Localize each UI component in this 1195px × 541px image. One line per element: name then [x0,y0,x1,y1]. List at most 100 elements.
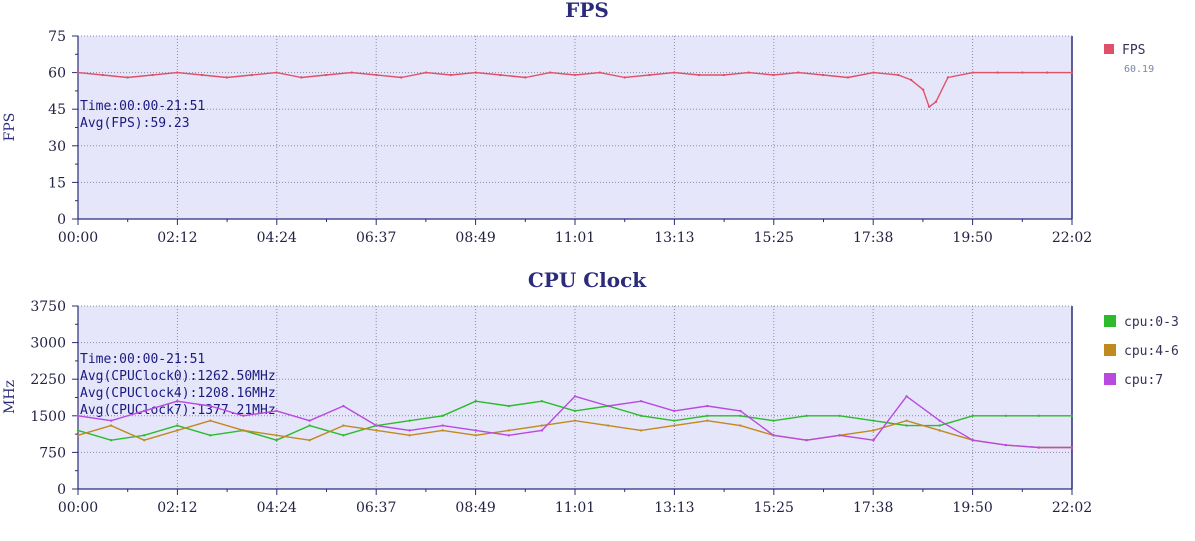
fps-average-annotation: Avg(FPS):59.23 [80,116,190,131]
data-point [308,424,311,427]
x-tick-label: 13:13 [654,230,694,246]
data-point [507,404,511,408]
data-point [507,429,511,432]
data-point [524,76,527,79]
data-point [176,71,179,74]
y-tick-label: 2250 [30,372,66,388]
cpu-time-annotation: Time:00:00-21:51 [80,352,205,367]
data-point [474,429,477,432]
cpu4-6-legend-swatch[interactable] [1104,344,1116,356]
data-point [938,424,941,427]
data-point [209,434,212,437]
cpu4-6-legend-label[interactable]: cpu:4-6 [1124,344,1179,359]
data-point [927,105,931,108]
data-point [441,424,444,427]
data-point [350,71,353,74]
x-tick-label: 22:02 [1052,500,1092,516]
data-point [408,419,411,422]
data-point [996,71,999,74]
data-point [375,73,378,77]
data-point [548,71,552,74]
y-tick-label: 3000 [30,336,66,352]
data-point [739,409,742,413]
x-tick-label: 04:24 [257,500,297,516]
data-point [408,434,411,437]
data-point [342,434,345,437]
data-point [639,414,643,417]
data-point [805,439,808,442]
y-tick-label: 0 [57,482,66,498]
data-point [242,429,245,432]
y-tick-label: 75 [48,29,66,45]
cpu0-3-legend-label[interactable]: cpu:0-3 [1124,315,1179,330]
y-tick-label: 1500 [30,409,66,425]
data-point [176,424,179,427]
y-tick-label: 30 [48,139,66,155]
data-point [639,399,643,403]
data-point [846,76,850,79]
x-tick-label: 15:25 [754,230,794,246]
data-point [772,419,775,422]
cpu-clock-chart: 0 750 1500 2250 3000 3750 00:00 02:12 04:24 06:37… [2,268,1179,516]
fps-chart: 0 15 30 45 60 75 00:00 02:12 04:24 06:37 08:49 11:0… [2,0,1154,246]
x-tick-label: 04:24 [257,230,297,246]
data-point [573,409,577,413]
cpu0-3-legend-swatch[interactable] [1104,315,1116,327]
data-point [697,73,701,77]
data-point [1045,71,1049,74]
data-point [821,73,825,77]
cpu0-average-annotation: Avg(CPUClock0):1262.50MHz [80,369,276,384]
fps-chart-title: FPS [565,0,609,22]
data-point [474,71,477,74]
data-point [1037,414,1041,417]
data-point [722,73,726,77]
data-point [971,439,974,442]
x-tick-label: 02:12 [157,230,197,246]
data-point [938,419,941,422]
data-point [573,73,577,77]
data-point [1037,446,1041,449]
x-tick-label: 19:50 [952,500,992,516]
series-line-fps [77,71,1072,108]
data-point [971,71,974,74]
data-point [1004,414,1008,417]
data-point [1070,71,1074,74]
x-tick-label: 08:49 [455,230,495,246]
data-point [673,71,676,74]
y-tick-label: 3750 [30,299,66,315]
fps-legend-swatch[interactable] [1104,44,1114,54]
data-point [142,409,146,413]
data-point [76,434,80,437]
y-tick-label: 0 [57,212,66,228]
data-point [606,424,610,427]
fps-legend-label[interactable]: FPS [1122,43,1145,58]
fps-y-axis-label: FPS [2,113,18,142]
data-point [109,419,113,422]
plot-layer: 0 15 30 45 60 75 00:00 02:12 04:24 06:37 08:49 11:0… [48,29,1092,246]
cpu7-legend-label[interactable]: cpu:7 [1124,373,1163,388]
data-point [797,71,800,74]
cpu-y-axis-label: MHz [2,380,18,414]
data-point [909,78,913,82]
data-point [1070,446,1074,449]
data-point [673,409,676,413]
cpu7-legend-swatch[interactable] [1104,373,1116,385]
x-tick-label: 15:25 [754,500,794,516]
data-point [507,434,511,437]
data-point [872,419,875,422]
data-point [540,424,544,427]
data-point [375,429,378,432]
x-tick-label: 06:37 [356,500,396,516]
x-tick-label: 13:13 [654,500,694,516]
data-point [648,73,651,77]
data-point [706,419,709,422]
data-point [946,76,950,79]
data-point [1070,414,1074,417]
data-point [905,395,908,398]
data-point [76,429,80,432]
data-point [772,73,775,77]
x-tick-label: 08:49 [455,500,495,516]
data-point [934,100,938,104]
data-point [275,434,278,437]
data-point [342,424,345,427]
